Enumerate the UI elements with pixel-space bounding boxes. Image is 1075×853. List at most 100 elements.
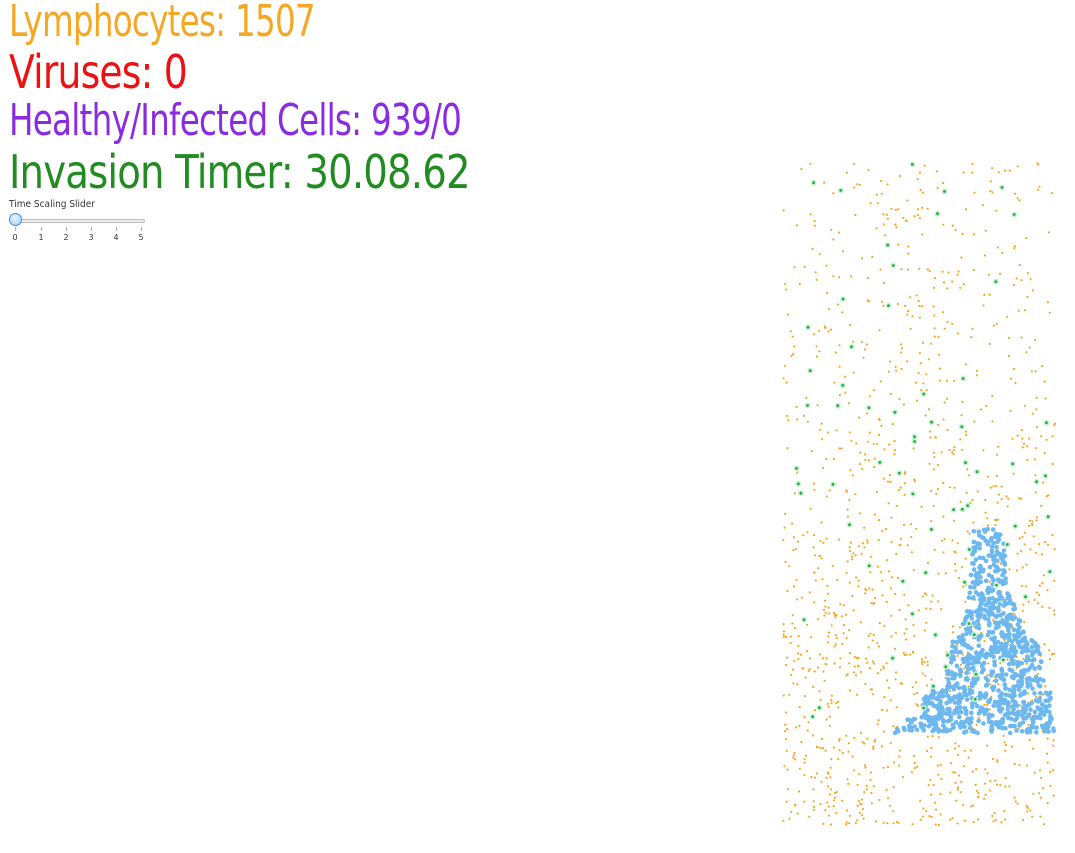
lymphocyte-dot bbox=[866, 440, 869, 443]
lymphocyte-dot bbox=[886, 183, 889, 186]
healthy-cell bbox=[970, 704, 975, 710]
lymphocyte-dot bbox=[977, 791, 980, 795]
lymphocyte-dot bbox=[845, 571, 848, 575]
lymphocyte-dot bbox=[885, 709, 889, 712]
lymphocyte-dot bbox=[946, 749, 949, 752]
lymphocyte-dot bbox=[793, 492, 797, 495]
healthy-cell bbox=[1009, 601, 1015, 606]
lymphocyte-dot bbox=[1042, 574, 1045, 577]
healthy-cell bbox=[989, 727, 995, 732]
healthy-cell bbox=[990, 685, 995, 690]
lymphocyte-dot bbox=[995, 519, 999, 522]
slider-control[interactable]: 0 1 2 3 4 5 bbox=[9, 211, 154, 242]
lymphocyte-dot bbox=[793, 345, 796, 348]
lymphocyte-dot bbox=[826, 702, 830, 705]
lymphocyte-dot bbox=[845, 821, 848, 824]
lymphocyte-dot bbox=[985, 404, 988, 407]
lymphocyte-dot bbox=[963, 749, 966, 752]
lymphocyte-dot bbox=[897, 821, 900, 825]
slider-thumb[interactable] bbox=[9, 213, 22, 226]
lymphocyte-dot bbox=[1038, 593, 1041, 597]
lymphocyte-dot bbox=[782, 694, 785, 697]
healthy-cell bbox=[953, 639, 959, 645]
lymphocyte-dot bbox=[815, 355, 819, 358]
healthy-cell bbox=[974, 703, 980, 709]
healthy-cell bbox=[1006, 661, 1012, 667]
lymphocyte-dot bbox=[786, 589, 789, 593]
lymphocyte-dot bbox=[792, 536, 796, 539]
lymphocyte-dot bbox=[932, 504, 935, 507]
healthy-cell bbox=[901, 725, 907, 731]
lymphocyte-dot bbox=[835, 429, 838, 432]
healthy-cell bbox=[958, 725, 963, 730]
lymphocyte-dot bbox=[893, 453, 896, 456]
lymphocyte-dot bbox=[818, 653, 822, 656]
healthy-cell bbox=[940, 723, 946, 728]
lymphocyte-dot bbox=[917, 299, 920, 302]
lymphocyte-dot bbox=[892, 725, 895, 728]
lymphocyte-dot bbox=[897, 489, 900, 492]
lymphocyte-dot bbox=[1022, 603, 1025, 606]
lymphocyte-dot bbox=[873, 740, 876, 743]
healthy-cell bbox=[998, 697, 1003, 703]
lymphocyte-dot bbox=[1013, 796, 1016, 799]
lymphocyte-dot bbox=[986, 772, 989, 775]
lymphocyte-dot bbox=[791, 622, 794, 625]
lymphocyte-dot bbox=[975, 768, 978, 771]
lymphocyte-dot bbox=[1031, 815, 1034, 818]
cell-core bbox=[934, 633, 937, 637]
lymphocyte-dot bbox=[898, 749, 902, 752]
healthy-cell bbox=[994, 673, 1000, 678]
lymphocyte-dot bbox=[1023, 309, 1026, 312]
lymphocyte-dot bbox=[865, 657, 868, 660]
lymphocyte-dot bbox=[1026, 458, 1029, 461]
lymphocyte-dot bbox=[953, 486, 956, 489]
healthy-cell bbox=[967, 590, 973, 596]
healthy-cell bbox=[1002, 635, 1007, 640]
lymphocyte-dot bbox=[911, 650, 915, 654]
lymphocyte-dot bbox=[1034, 491, 1037, 494]
lymphocyte-dot bbox=[1041, 605, 1044, 608]
lymphocyte-dot bbox=[995, 209, 998, 212]
cell-core bbox=[1013, 524, 1017, 528]
lymphocyte-dot bbox=[933, 276, 936, 280]
lymphocyte-dot bbox=[812, 482, 816, 485]
lymphocyte-dot bbox=[867, 635, 870, 638]
healthy-cell bbox=[1035, 678, 1040, 684]
lymphocyte-dot bbox=[915, 527, 918, 530]
lymphocyte-dot bbox=[821, 578, 824, 581]
lymphocyte-dot bbox=[913, 634, 916, 637]
lymphocyte-dot bbox=[803, 761, 806, 764]
lymphocyte-dot bbox=[805, 396, 808, 399]
lymphocyte-dot bbox=[917, 372, 920, 375]
lymphocyte-dot bbox=[905, 653, 908, 656]
lymphocyte-dot bbox=[855, 576, 858, 579]
lymphocyte-dot bbox=[806, 650, 809, 653]
lymphocyte-dot bbox=[965, 491, 968, 494]
lymphocyte-dot bbox=[1051, 653, 1054, 656]
cell-core bbox=[812, 181, 815, 185]
cell-core bbox=[1024, 595, 1027, 599]
lymphocyte-dot bbox=[1004, 785, 1007, 788]
lymphocyte-dot bbox=[865, 589, 868, 592]
lymphocyte-dot bbox=[809, 507, 812, 510]
lymphocyte-dot bbox=[1025, 351, 1028, 354]
lymphocyte-dot bbox=[964, 557, 967, 560]
healthy-cell bbox=[996, 590, 1001, 596]
slider-tick-label: 0 bbox=[12, 233, 18, 242]
lymphocyte-dot bbox=[827, 330, 830, 333]
lymphocyte-dot bbox=[1023, 404, 1027, 407]
healthy-cell bbox=[980, 647, 985, 653]
lymphocyte-dot bbox=[813, 709, 817, 712]
healthy-cell bbox=[1016, 642, 1022, 648]
lymphocyte-dot bbox=[924, 674, 927, 677]
lymphocyte-dot bbox=[913, 480, 917, 483]
lymphocyte-dot bbox=[827, 705, 830, 708]
time-scaling-slider[interactable]: Time Scaling Slider 0 1 2 3 4 5 bbox=[9, 198, 154, 242]
lymphocyte-dot bbox=[943, 401, 946, 404]
lymphocyte-dot bbox=[930, 755, 933, 758]
lymphocyte-dot bbox=[920, 389, 923, 392]
cell-core bbox=[867, 406, 871, 410]
lymphocyte-dot bbox=[905, 638, 908, 641]
lymphocyte-dot bbox=[819, 539, 822, 543]
